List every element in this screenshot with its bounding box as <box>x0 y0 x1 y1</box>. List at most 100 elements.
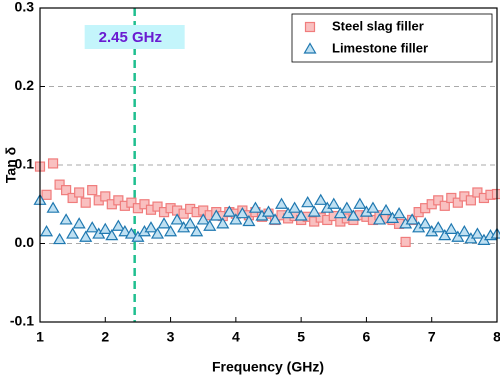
point <box>131 230 145 242</box>
point <box>288 201 302 213</box>
x-tick-label: 1 <box>36 329 44 345</box>
point <box>61 185 72 196</box>
point <box>150 227 165 239</box>
point <box>400 236 411 248</box>
point <box>431 221 445 233</box>
point <box>452 197 463 208</box>
point <box>451 230 465 242</box>
y-tick-label: -0.1 <box>10 313 34 329</box>
point <box>113 195 124 206</box>
legend-marker <box>303 42 317 54</box>
x-tick-label: 3 <box>167 329 175 345</box>
point <box>314 193 328 205</box>
point <box>457 225 471 237</box>
point <box>470 227 484 239</box>
point <box>67 192 78 204</box>
point <box>261 205 276 217</box>
point <box>79 230 93 242</box>
point <box>268 213 282 225</box>
point <box>196 213 210 225</box>
point <box>366 201 380 213</box>
point <box>327 197 341 209</box>
point <box>39 225 54 237</box>
point <box>152 201 163 212</box>
point <box>307 205 321 217</box>
point <box>74 187 85 198</box>
point <box>183 217 197 229</box>
legend-marker <box>304 21 316 33</box>
point <box>353 197 367 209</box>
point <box>242 214 256 227</box>
point <box>203 219 217 231</box>
point <box>491 188 500 200</box>
point <box>281 206 295 219</box>
point <box>392 206 406 219</box>
point <box>53 232 67 245</box>
point <box>98 222 112 234</box>
point <box>235 206 249 219</box>
point <box>439 200 450 211</box>
point <box>340 201 354 213</box>
point <box>433 195 444 206</box>
x-axis-label: Frequency (GHz) <box>212 359 324 375</box>
point <box>100 191 111 202</box>
point <box>59 213 73 225</box>
point <box>222 205 236 217</box>
legend-box <box>291 13 493 63</box>
point <box>405 213 419 225</box>
x-tick-label: 7 <box>428 329 436 345</box>
point <box>333 206 347 219</box>
y-tick-label: 0.0 <box>15 234 35 250</box>
point <box>47 158 59 169</box>
plot-frame <box>39 7 498 323</box>
point <box>144 221 158 233</box>
annotation-box <box>84 25 185 49</box>
point <box>472 187 483 198</box>
y-tick-label: 0.2 <box>15 77 35 93</box>
point <box>66 227 80 239</box>
point <box>301 195 315 208</box>
point <box>80 197 91 208</box>
y-tick-label: 0.3 <box>15 0 35 15</box>
point <box>216 217 230 229</box>
y-axis-label: Tan δ <box>3 147 19 183</box>
point <box>139 199 150 210</box>
point <box>372 213 387 225</box>
point <box>111 219 125 231</box>
point <box>46 201 60 213</box>
point <box>275 197 289 209</box>
point <box>157 217 171 229</box>
point <box>41 189 52 200</box>
point <box>465 195 476 206</box>
point <box>54 179 65 190</box>
point <box>164 225 178 237</box>
point <box>105 228 119 241</box>
x-tick-label: 4 <box>232 329 240 345</box>
point <box>418 217 432 229</box>
point <box>438 228 452 241</box>
legend-label: Steel slag filler <box>332 18 424 33</box>
point <box>126 197 137 208</box>
point <box>444 222 458 234</box>
annotation: 2.45 GHz <box>99 29 162 46</box>
point <box>85 221 99 233</box>
x-tick-label: 8 <box>493 329 500 345</box>
point <box>124 227 138 239</box>
point <box>346 209 360 221</box>
point <box>118 225 132 237</box>
point <box>294 209 308 221</box>
point <box>209 209 223 221</box>
point <box>379 203 393 216</box>
point <box>190 225 204 237</box>
x-tick-label: 2 <box>101 329 109 345</box>
legend-label: Limestone filler <box>332 40 428 55</box>
x-tick-label: 6 <box>363 329 371 345</box>
point <box>87 185 98 196</box>
x-tick-label: 5 <box>297 329 305 345</box>
y-tick-label: 0.1 <box>15 156 35 172</box>
point <box>248 201 262 213</box>
point <box>170 213 184 225</box>
point <box>229 213 243 225</box>
